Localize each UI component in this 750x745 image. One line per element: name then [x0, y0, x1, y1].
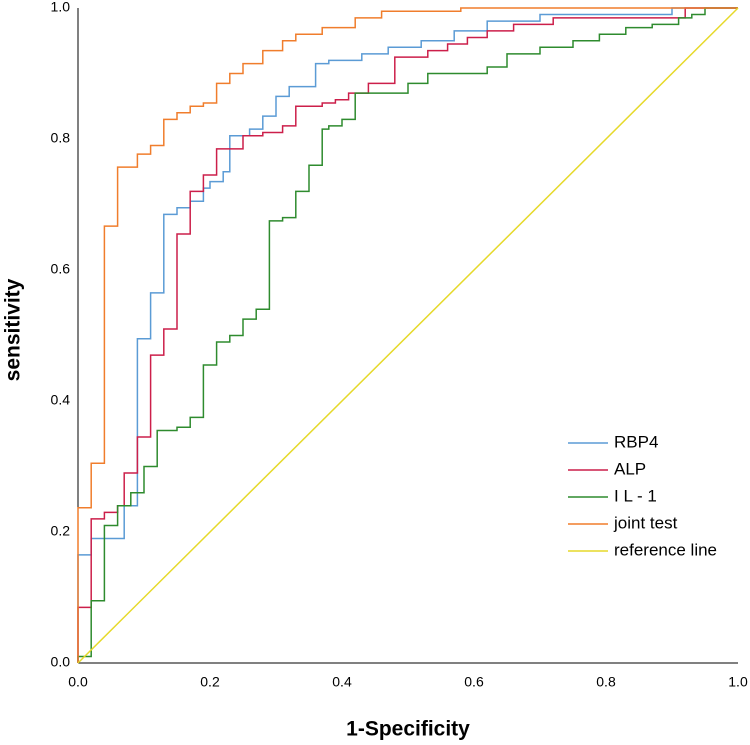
y-tick-label: 1.0: [51, 0, 71, 15]
y-tick-label: 0.8: [51, 130, 71, 146]
roc-line: [77, 7, 738, 663]
x-tick-label: 0.8: [596, 674, 616, 690]
x-tick-label: 0.0: [68, 674, 88, 690]
x-tick-label: 0.2: [200, 674, 220, 690]
roc-line: [77, 7, 738, 663]
y-tick-label: 0.0: [51, 654, 71, 670]
roc-line: [77, 7, 738, 663]
legend-label: RBP4: [614, 432, 658, 451]
legend-label: reference line: [614, 540, 717, 559]
x-tick-label: 0.6: [464, 674, 484, 690]
y-axis-title: sensitivity: [2, 278, 25, 381]
roc-line: [77, 7, 739, 664]
x-tick-label: 0.4: [332, 674, 352, 690]
x-tick-label: 1.0: [728, 674, 748, 690]
y-tick-label: 0.6: [51, 261, 71, 277]
x-axis-title: 1-Specificity: [346, 718, 470, 741]
y-tick-label: 0.2: [51, 523, 71, 539]
legend-label: joint test: [613, 513, 678, 532]
y-tick-label: 0.4: [51, 392, 71, 408]
legend-label: ALP: [614, 459, 646, 478]
roc-line: [77, 7, 738, 663]
legend-label: I L - 1: [614, 486, 657, 505]
